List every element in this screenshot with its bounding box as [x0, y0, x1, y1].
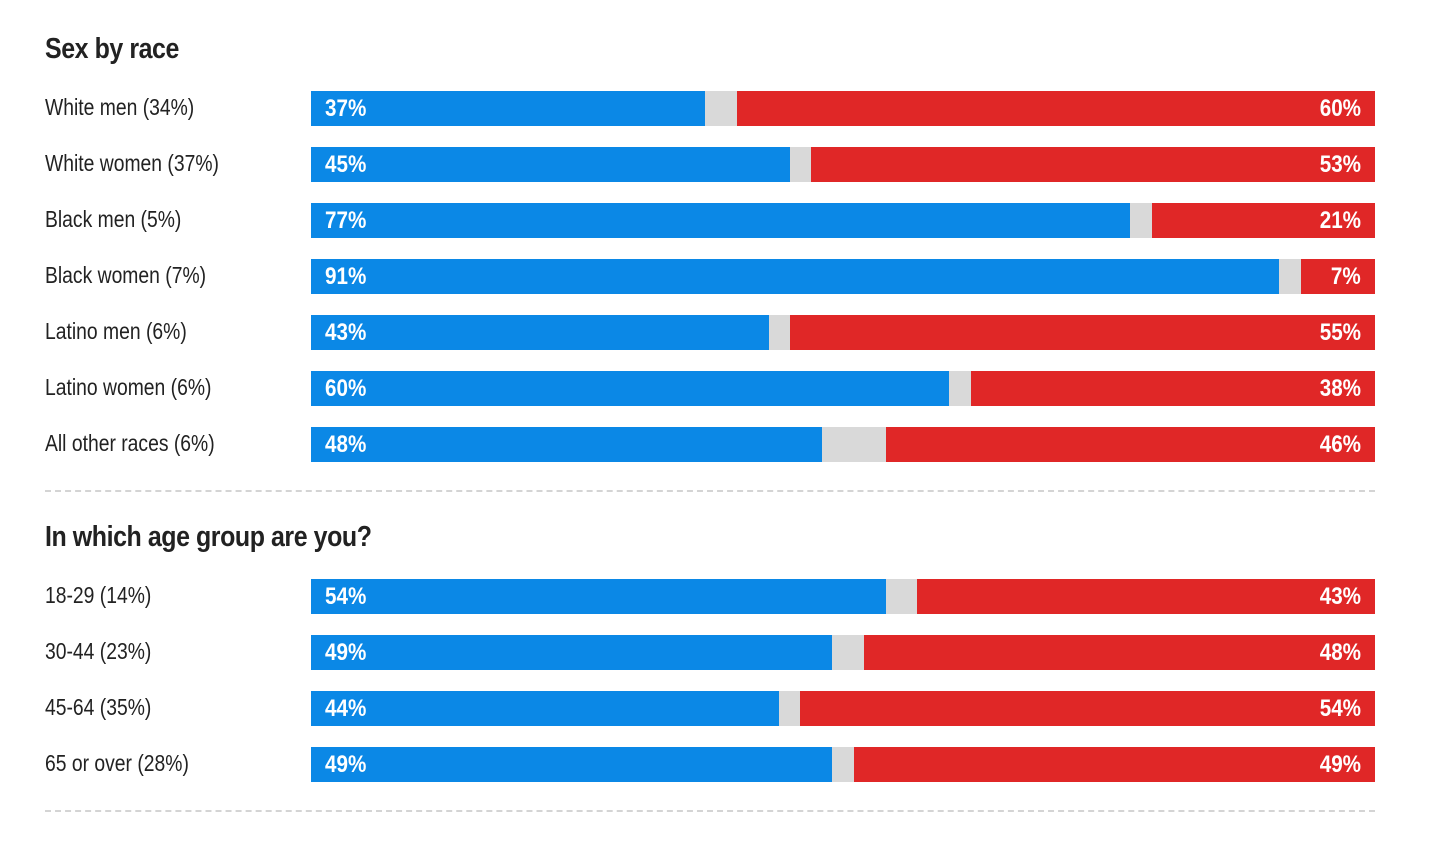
section-title: In which age group are you? [45, 521, 372, 553]
value-label-left: 49% [325, 639, 367, 666]
value-label-right: 21% [1319, 207, 1361, 234]
value-label-right: 55% [1319, 319, 1361, 346]
section-divider [45, 810, 1375, 812]
bar-segment-left [311, 747, 833, 782]
value-label-left: 91% [325, 263, 367, 290]
bar-track: 49% 49% [311, 747, 1375, 782]
value-label-right: 38% [1319, 375, 1361, 402]
bar-segment-right [1151, 203, 1375, 238]
row-label: Black men (5%) [45, 206, 182, 232]
bar-track: 91% 7% [311, 259, 1375, 294]
value-label-right: 43% [1319, 583, 1361, 610]
bar-segment-left [311, 691, 780, 726]
value-label-right: 54% [1319, 695, 1361, 722]
bar-segment-left [311, 147, 790, 182]
row-label: 18-29 (14%) [45, 582, 152, 608]
value-label-right: 60% [1319, 95, 1361, 122]
bar-segment-left [311, 579, 886, 614]
bar-track: 48% 46% [311, 427, 1375, 462]
value-label-right: 53% [1319, 151, 1361, 178]
bar-segment-right [917, 579, 1375, 614]
bar-segment-left [311, 91, 705, 126]
bar-segment-right [800, 691, 1375, 726]
row-label: White women (37%) [45, 150, 219, 176]
bar-segment-left [311, 427, 822, 462]
bar-track: 37% 60% [311, 91, 1375, 126]
value-label-right: 46% [1319, 431, 1361, 458]
bar-segment-left [311, 315, 769, 350]
value-label-right: 49% [1319, 751, 1361, 778]
bar-segment-left [311, 203, 1131, 238]
value-label-left: 48% [325, 431, 367, 458]
value-label-left: 60% [325, 375, 367, 402]
row-label: All other races (6%) [45, 430, 215, 456]
value-label-left: 37% [325, 95, 367, 122]
section-title: Sex by race [45, 33, 179, 65]
row-label: Latino men (6%) [45, 318, 187, 344]
section-divider [45, 490, 1375, 492]
row-label: Latino women (6%) [45, 374, 212, 400]
value-label-left: 49% [325, 751, 367, 778]
bar-segment-right [811, 147, 1375, 182]
bar-track: 60% 38% [311, 371, 1375, 406]
value-label-left: 44% [325, 695, 367, 722]
bar-track: 44% 54% [311, 691, 1375, 726]
value-label-left: 77% [325, 207, 367, 234]
row-label: Black women (7%) [45, 262, 207, 288]
bar-segment-right [1300, 259, 1375, 294]
bar-segment-right [864, 635, 1375, 670]
row-label: White men (34%) [45, 94, 195, 120]
bar-segment-right [736, 91, 1375, 126]
value-label-left: 43% [325, 319, 367, 346]
bar-segment-left [311, 635, 833, 670]
bar-track: 54% 43% [311, 579, 1375, 614]
bar-track: 45% 53% [311, 147, 1375, 182]
row-label: 45-64 (35%) [45, 694, 152, 720]
row-label: 65 or over (28%) [45, 750, 189, 776]
value-label-right: 7% [1331, 263, 1361, 290]
value-label-left: 45% [325, 151, 367, 178]
bar-track: 77% 21% [311, 203, 1375, 238]
bar-track: 43% 55% [311, 315, 1375, 350]
bar-segment-right [853, 747, 1375, 782]
bar-segment-right [885, 427, 1375, 462]
value-label-right: 48% [1319, 639, 1361, 666]
bar-segment-right [970, 371, 1375, 406]
bar-track: 49% 48% [311, 635, 1375, 670]
row-label: 30-44 (23%) [45, 638, 152, 664]
bar-segment-left [311, 371, 950, 406]
bar-segment-right [789, 315, 1375, 350]
bar-segment-left [311, 259, 1280, 294]
value-label-left: 54% [325, 583, 367, 610]
